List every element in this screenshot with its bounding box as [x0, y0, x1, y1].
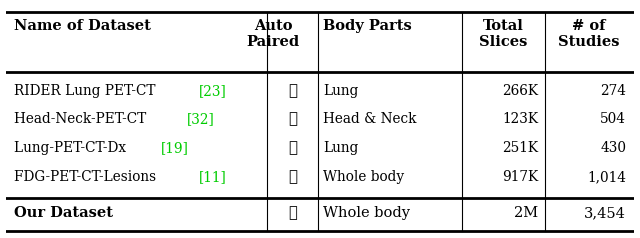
Text: 266K: 266K [502, 84, 538, 98]
Text: Our Dataset: Our Dataset [14, 206, 113, 220]
Text: 917K: 917K [502, 170, 538, 184]
Text: Name of Dataset: Name of Dataset [14, 19, 151, 33]
Text: Body Parts: Body Parts [323, 19, 412, 33]
Text: 251K: 251K [502, 141, 538, 155]
Text: 2M: 2M [514, 206, 538, 220]
Text: 430: 430 [600, 141, 626, 155]
Text: Head & Neck: Head & Neck [323, 112, 417, 126]
Text: ✓: ✓ [288, 206, 297, 220]
Text: Lung-PET-CT-Dx: Lung-PET-CT-Dx [14, 141, 131, 155]
Text: [32]: [32] [187, 112, 214, 126]
Text: ✗: ✗ [288, 112, 297, 126]
Text: Slices: Slices [479, 35, 527, 49]
Text: [19]: [19] [161, 141, 189, 155]
Text: Whole body: Whole body [323, 170, 404, 184]
Text: FDG-PET-CT-Lesions: FDG-PET-CT-Lesions [14, 170, 161, 184]
Text: RIDER Lung PET-CT: RIDER Lung PET-CT [14, 84, 160, 98]
Text: ✗: ✗ [288, 141, 297, 155]
Text: [23]: [23] [198, 84, 226, 98]
Text: Auto: Auto [253, 19, 292, 33]
Text: Lung: Lung [323, 141, 358, 155]
Text: ✗: ✗ [288, 170, 297, 184]
Text: Lung: Lung [323, 84, 358, 98]
Text: 1,014: 1,014 [587, 170, 626, 184]
Text: # of: # of [572, 19, 606, 33]
Text: Paired: Paired [246, 35, 300, 49]
Text: Total: Total [483, 19, 524, 33]
Text: Whole body: Whole body [323, 206, 410, 220]
Text: 3,454: 3,454 [584, 206, 626, 220]
Text: [11]: [11] [199, 170, 227, 184]
Text: ✗: ✗ [288, 84, 297, 98]
Text: 504: 504 [600, 112, 626, 126]
Text: Head-Neck-PET-CT: Head-Neck-PET-CT [14, 112, 150, 126]
Text: 274: 274 [600, 84, 626, 98]
Text: 123K: 123K [502, 112, 538, 126]
Text: Studies: Studies [558, 35, 620, 49]
